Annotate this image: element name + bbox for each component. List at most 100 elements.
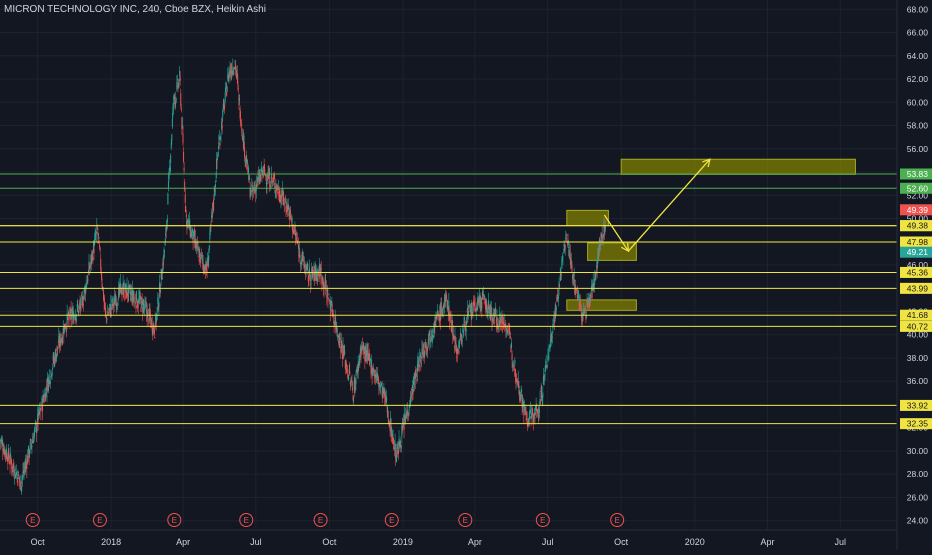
grid	[0, 0, 897, 530]
candle-body	[425, 347, 427, 348]
candle-body	[570, 262, 572, 269]
candle-body	[119, 282, 121, 288]
price-axis[interactable]: 24.0026.0028.0030.0032.0034.0036.0038.00…	[896, 0, 932, 550]
candle-body	[503, 325, 505, 329]
candle-body	[480, 302, 482, 308]
candle-body	[413, 377, 415, 379]
candle-body	[16, 474, 18, 476]
earnings-marker-label[interactable]: E	[30, 516, 35, 525]
level-price-tag[interactable]	[900, 320, 932, 332]
earnings-marker-circle[interactable]	[610, 513, 625, 527]
candle-body	[402, 421, 404, 424]
candle-body	[168, 172, 170, 180]
earnings-marker-circle[interactable]	[167, 513, 182, 527]
candle-body	[307, 264, 309, 268]
earnings-marker-label[interactable]: E	[172, 516, 177, 525]
candle-body	[391, 434, 393, 444]
candle-body	[71, 314, 73, 320]
time-axis[interactable]: Oct 2018 Apr Jul Oct 2019 Apr Jul Oct 2020 Apr Jul	[0, 529, 897, 547]
candle-body	[27, 458, 29, 463]
candle-body	[86, 284, 88, 286]
candle-body	[274, 182, 276, 189]
candle-body	[354, 384, 356, 391]
candle-body	[53, 359, 55, 362]
candle-body	[443, 306, 445, 308]
price-marker-tag[interactable]	[900, 246, 932, 258]
candle-body	[573, 278, 575, 281]
earnings-marker-circle[interactable]	[239, 513, 254, 527]
zone-rectangle[interactable]	[620, 158, 856, 175]
candle-body	[327, 297, 329, 303]
arrow-head-down[interactable]	[620, 243, 630, 253]
candle-body	[153, 330, 155, 335]
level-price-tag[interactable]	[900, 182, 932, 194]
candle-body	[317, 268, 319, 274]
earnings-marker-label[interactable]: E	[244, 516, 249, 525]
candle-body	[96, 228, 98, 230]
candle-body	[74, 319, 76, 321]
candle-body	[200, 254, 202, 256]
zone-rectangle[interactable]	[566, 299, 637, 311]
level-price-tag[interactable]	[900, 220, 932, 232]
candle-body	[177, 85, 179, 88]
earnings-marker-circle[interactable]	[384, 513, 399, 527]
candle-body	[603, 222, 605, 229]
earnings-marker-label[interactable]: E	[463, 516, 468, 525]
earnings-marker-circle[interactable]	[313, 513, 328, 527]
candle-body	[88, 261, 90, 268]
earnings-marker-label[interactable]: E	[540, 516, 545, 525]
candle-body	[453, 335, 455, 341]
candle-body	[214, 184, 216, 188]
candle-body	[180, 93, 182, 106]
candle-body	[485, 299, 487, 304]
candle-body	[288, 212, 290, 220]
level-price-tag[interactable]	[900, 309, 932, 321]
earnings-marker-circle[interactable]	[535, 513, 550, 527]
candle-body	[230, 70, 232, 74]
candle-body	[132, 289, 134, 298]
candle-body	[429, 340, 431, 342]
level-price-tag[interactable]	[900, 168, 932, 180]
candle-body	[106, 318, 108, 321]
candle-body	[394, 448, 396, 449]
candle-body	[567, 242, 569, 245]
zone-rectangle[interactable]	[566, 209, 609, 226]
candle-body	[293, 228, 295, 231]
arrow-head-up[interactable]	[702, 158, 711, 168]
candle-body	[485, 308, 487, 311]
candle-body	[109, 303, 111, 306]
candle-body	[574, 284, 576, 290]
level-price-tag[interactable]	[900, 282, 932, 294]
candle-body	[526, 418, 528, 420]
candle-body	[139, 295, 141, 300]
candle-body	[326, 287, 328, 295]
earnings-marker-circle[interactable]	[25, 513, 40, 527]
candle-body	[322, 281, 324, 288]
candle-body	[584, 313, 586, 315]
projection-arrow[interactable]	[603, 158, 711, 253]
candle-body	[560, 272, 562, 276]
earnings-marker-label[interactable]: E	[389, 516, 394, 525]
price-marker-tag[interactable]	[900, 204, 932, 216]
earnings-marker-label[interactable]: E	[318, 516, 323, 525]
candle-body	[238, 94, 240, 106]
candle-body	[19, 476, 21, 479]
level-price-tag[interactable]	[900, 266, 932, 278]
candle-body	[170, 155, 172, 164]
candle-body	[43, 398, 45, 400]
horizontal-levels[interactable]	[0, 173, 897, 425]
candle-body	[213, 186, 215, 197]
earnings-marker-label[interactable]: E	[615, 516, 620, 525]
level-price-tag[interactable]	[900, 236, 932, 248]
earnings-marker-circle[interactable]	[458, 513, 473, 527]
earnings-marker-circle[interactable]	[92, 513, 107, 527]
candle-body	[339, 337, 341, 341]
level-price-tag[interactable]	[900, 399, 932, 411]
candle-body	[365, 352, 367, 361]
earnings-marker-label[interactable]: E	[97, 516, 102, 525]
level-price-tag[interactable]	[900, 418, 932, 430]
candle-body	[407, 412, 409, 416]
candle-body	[400, 445, 402, 449]
